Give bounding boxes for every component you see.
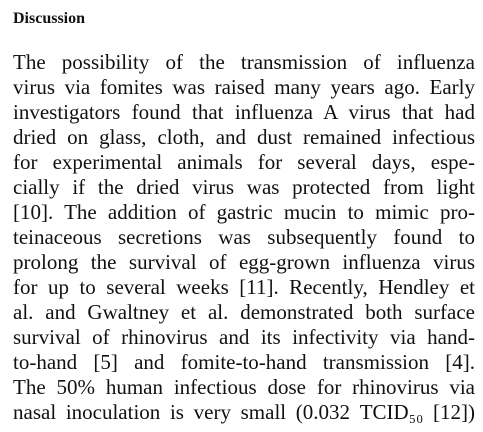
paragraph-line: teinaceous secretions was subsequently f… <box>13 225 475 249</box>
paragraph-line: The 50% human infectious dose for rhinov… <box>13 375 475 399</box>
paragraph-line: dried on glass, cloth, and dust remained… <box>13 125 475 149</box>
section-heading: Discussion <box>13 10 86 27</box>
paragraph-line: prolong the survival of egg-grown influe… <box>13 250 475 274</box>
tcid50-unit: TCID₅₀ <box>359 400 424 424</box>
last-line-prefix: nasal inoculation is very small (0.032 <box>13 400 360 424</box>
paragraph-line: virus via fomites was raised many years … <box>13 75 475 99</box>
paragraph-line: to-hand [5] and fomite-to-hand transmiss… <box>13 350 475 374</box>
last-line-suffix: [12]) <box>423 400 475 424</box>
paragraph-line: cially if the dried virus was protected … <box>13 175 475 199</box>
paragraph-line: for experimental animals for several day… <box>13 150 475 174</box>
paragraph-line: [10]. The addition of gastric mucin to m… <box>13 200 475 224</box>
paragraph-line-last: nasal inoculation is very small (0.032 T… <box>13 400 475 425</box>
paragraph-line: for up to several weeks [11]. Recently, … <box>13 275 475 299</box>
paragraph-line: survival of rhinovirus and its infectivi… <box>13 325 475 349</box>
paragraph-line: al. and Gwaltney et al. demonstrated bot… <box>13 300 475 324</box>
paragraph-line: The possibility of the transmission of i… <box>13 50 475 74</box>
paragraph-line: investigators found that influenza A vir… <box>13 100 475 124</box>
